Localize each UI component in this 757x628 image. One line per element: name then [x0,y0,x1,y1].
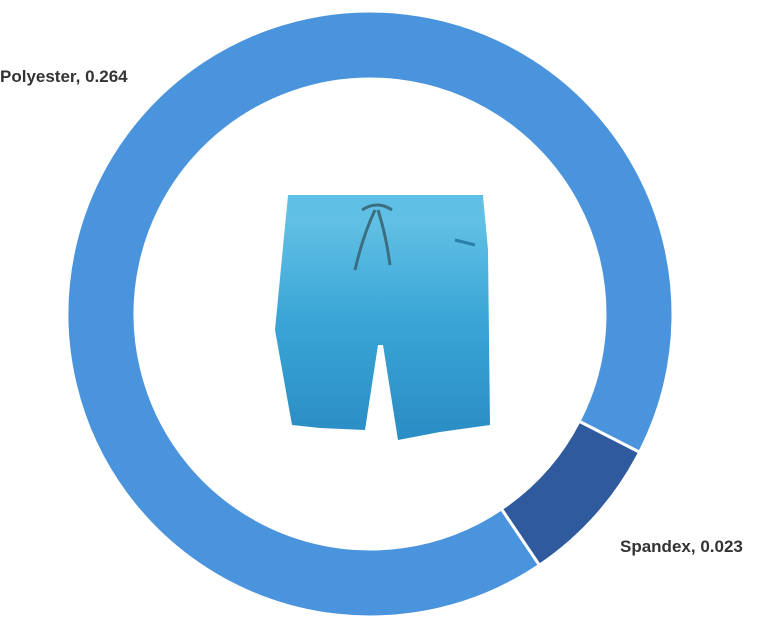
separator: , [76,67,85,86]
slice-name: Polyester [0,67,77,86]
slice-name: Spandex [620,537,691,556]
donut-slice [65,9,675,619]
slice-label: Polyester, 0.264 [0,67,128,86]
donut-slice [499,419,642,568]
separator: , [691,537,700,556]
slice-value: 0.264 [85,67,128,86]
slice-label: Spandex, 0.023 [620,537,743,556]
labels: Polyester, 0.264 Spandex, 0.023 [0,67,743,556]
donut [65,9,675,619]
slice-value: 0.023 [700,537,743,556]
product-image [275,195,490,440]
